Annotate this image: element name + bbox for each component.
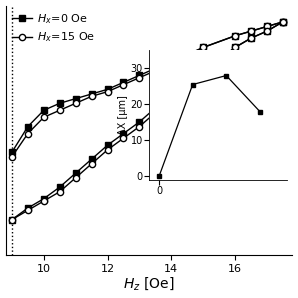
X-axis label: $H_z$ [Oe]: $H_z$ [Oe] — [123, 276, 175, 292]
Legend: $H_x\!=\!0$ Oe, $H_x\!=\!15$ Oe: $H_x\!=\!0$ Oe, $H_x\!=\!15$ Oe — [11, 11, 96, 45]
